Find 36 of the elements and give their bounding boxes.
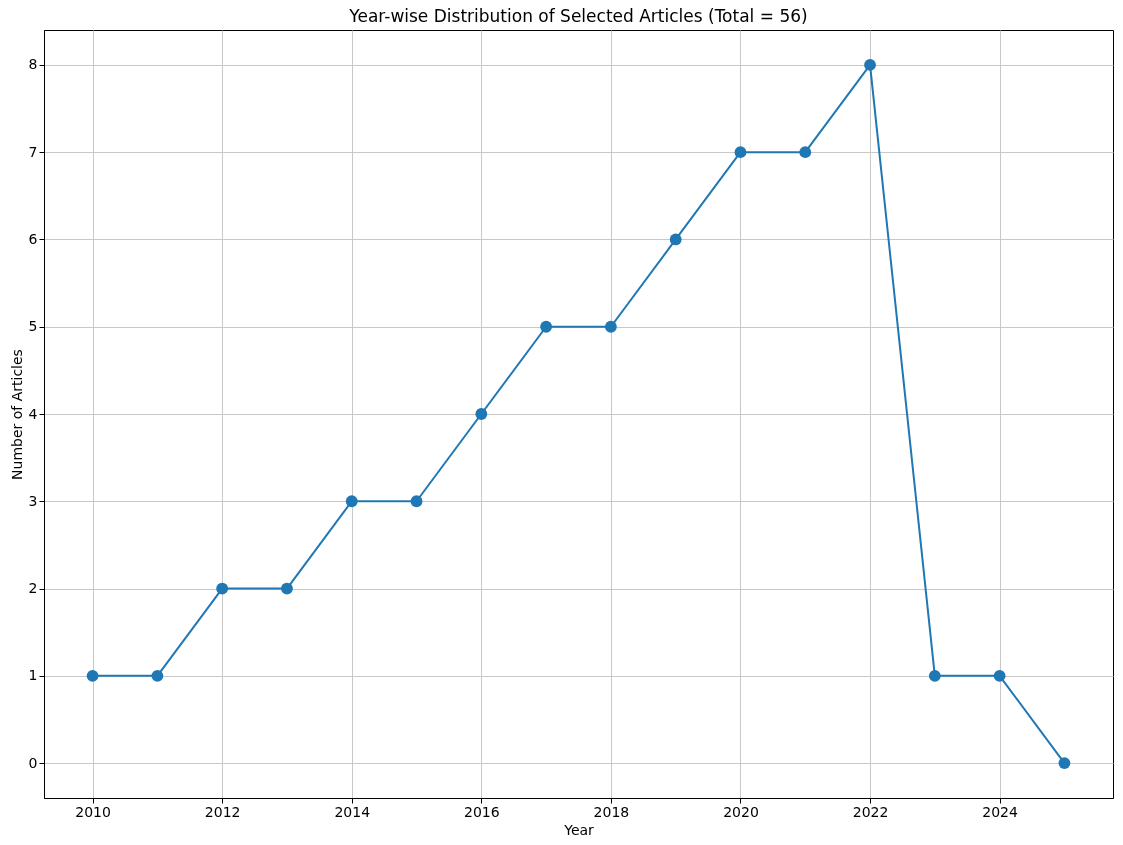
point xyxy=(799,146,812,159)
x-tick-label: 2016 xyxy=(464,803,500,820)
x-tick-label: 2020 xyxy=(723,803,759,820)
y-tick-label: 5 xyxy=(28,318,38,335)
y-tick-label: 8 xyxy=(28,56,38,73)
x-tick-label: 2018 xyxy=(593,803,630,820)
y-tick-label: 3 xyxy=(28,492,38,509)
y-tick-label: 2 xyxy=(28,580,38,597)
point xyxy=(410,495,423,508)
point xyxy=(86,669,99,682)
point xyxy=(864,59,876,71)
point xyxy=(734,146,747,159)
x-axis-title: Year xyxy=(563,821,595,838)
point xyxy=(993,669,1006,682)
point xyxy=(151,669,164,682)
y-tick-label: 4 xyxy=(28,405,38,422)
x-tick-label: 2024 xyxy=(982,803,1019,820)
x-tick-label: 2022 xyxy=(852,803,889,820)
point xyxy=(345,495,358,508)
point xyxy=(475,408,488,420)
x-tick-label: 2014 xyxy=(334,803,371,820)
point xyxy=(1058,757,1071,769)
x-tick-label: 2010 xyxy=(75,803,111,820)
point xyxy=(669,233,682,246)
point xyxy=(604,320,617,333)
y-tick-label: 6 xyxy=(28,230,38,247)
y-axis-title: Number of Articles xyxy=(8,349,25,480)
y-tick-label: 0 xyxy=(28,754,38,771)
y-tick-label: 7 xyxy=(28,143,38,160)
point xyxy=(216,582,229,595)
point xyxy=(928,669,941,682)
x-tick-label: 2012 xyxy=(204,803,241,820)
chart-title: Year-wise Distribution of Selected Articles (Total = 56) xyxy=(348,6,808,26)
y-tick-label: 1 xyxy=(28,667,38,684)
point xyxy=(540,320,553,333)
point xyxy=(281,582,293,595)
